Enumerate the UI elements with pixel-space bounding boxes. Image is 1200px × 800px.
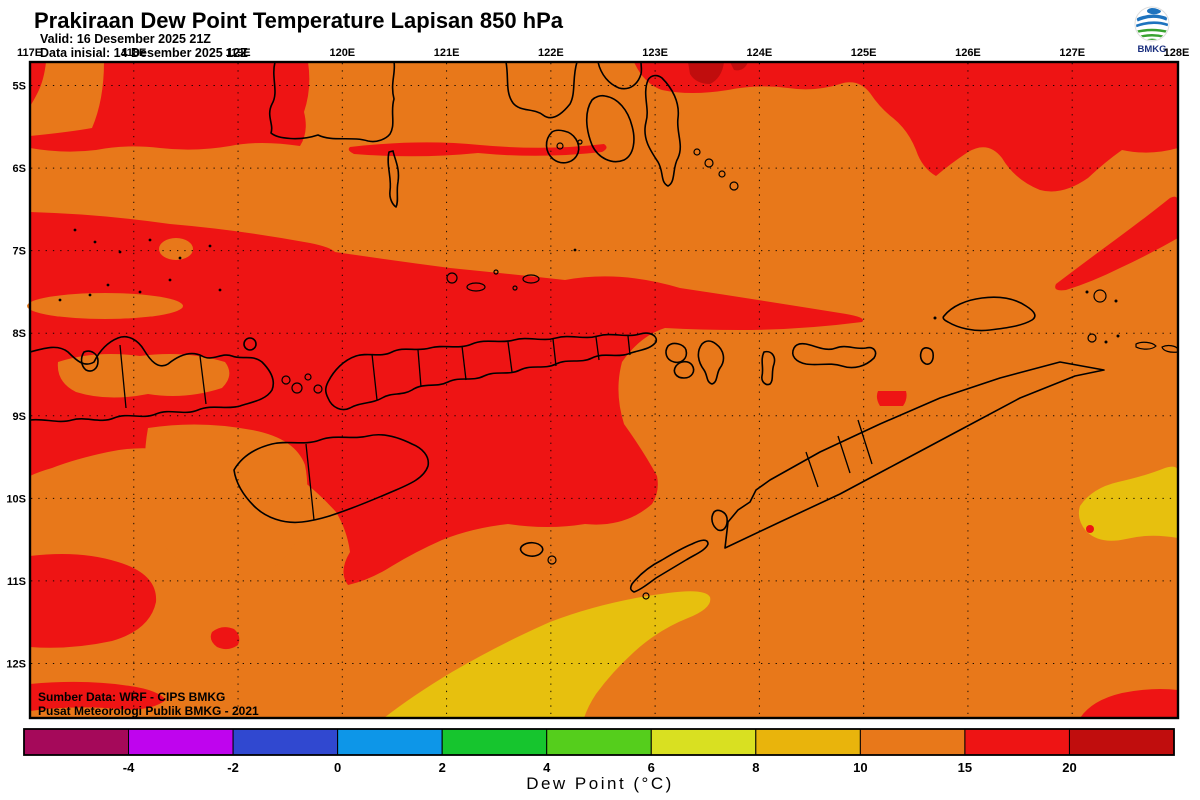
x-tick-label: 125E [851, 47, 877, 59]
y-tick-label: 8S [13, 328, 26, 340]
colorbar-segment [441, 728, 548, 756]
source-line-1: Sumber Data: WRF - CIPS BMKG [38, 690, 225, 704]
colorbar-tick-label: 0 [334, 760, 341, 775]
islet-specks [58, 228, 1120, 344]
coastlines [29, 61, 1179, 600]
valid-time-label: Valid: 16 Desember 2025 21Z [40, 32, 211, 46]
colorbar-tick-label: 20 [1062, 760, 1076, 775]
colorbar-segment [546, 728, 652, 756]
x-tick-label: 123E [642, 47, 668, 59]
x-tick-label: 124E [747, 47, 773, 59]
bmkg-logo-icon: BMKG [1134, 6, 1170, 55]
longitude-axis: 117E 118E 119E 120E 121E 122E 123E 124E 125E 126E… [17, 47, 1189, 59]
x-tick-label: 126E [955, 47, 981, 59]
colorbar-tick-label: -2 [227, 760, 239, 775]
latitude-axis: 5S 6S 7S 8S 9S 10S 11S 12S [6, 81, 26, 671]
x-tick-label: 118E [121, 47, 146, 59]
admin-borders [119, 335, 873, 521]
colorbar-caption: Dew Point (°C) [526, 774, 674, 793]
x-tick-label: 119E [225, 47, 250, 59]
colorbar-tick-label: 8 [752, 760, 759, 775]
x-tick-label: 117E [17, 47, 42, 59]
y-tick-label: 5S [13, 81, 26, 93]
map-plot-area: Sumber Data: WRF - CIPS BMKG Pusat Meteo… [27, 60, 1180, 720]
colorbar-tick-label: -4 [123, 760, 135, 775]
y-tick-label: 7S [13, 246, 26, 258]
x-tick-label: 122E [538, 47, 564, 59]
y-tick-label: 10S [6, 493, 26, 505]
colorbar-tick-label: 15 [958, 760, 972, 775]
colorbar-tick-label: 10 [853, 760, 867, 775]
colorbar-tick-label: 6 [648, 760, 655, 775]
x-tick-label: 128E [1164, 47, 1190, 59]
y-tick-label: 11S [7, 576, 26, 588]
x-tick-label: 121E [434, 47, 460, 59]
init-time-label: Data inisial: 14 Desember 2025 12Z [40, 46, 248, 60]
page-title: Prakiraan Dew Point Temperature Lapisan … [34, 8, 564, 33]
source-line-2: Pusat Meteorologi Publik BMKG - 2021 [38, 704, 259, 718]
dewpoint-contour-fills [27, 62, 1178, 718]
colorbar-segment [859, 728, 966, 756]
x-tick-label: 127E [1059, 47, 1085, 59]
colorbar-tick-label: 4 [543, 760, 551, 775]
colorbar-segment [964, 728, 1070, 756]
y-tick-label: 9S [13, 411, 26, 423]
colorbar-tick-label: 2 [439, 760, 446, 775]
x-tick-label: 120E [329, 47, 355, 59]
bmkg-logo-label: BMKG [1137, 44, 1166, 55]
colorbar-segment [232, 728, 339, 756]
y-tick-label: 12S [6, 658, 26, 670]
colorbar-segment [337, 728, 443, 756]
colorbar-outline [23, 728, 1175, 756]
colorbar-segment [650, 728, 757, 756]
y-tick-label: 6S [13, 163, 26, 175]
colorbar-segment [128, 728, 234, 756]
colorbar-segment [755, 728, 861, 756]
dew-point-colorbar: -4 -2 0 2 4 6 8 10 15 20 [23, 728, 1175, 775]
map-frame [28, 60, 1180, 720]
lat-lon-gridlines [31, 63, 1176, 717]
colorbar-segment [23, 728, 130, 756]
colorbar-segment [1068, 728, 1175, 756]
